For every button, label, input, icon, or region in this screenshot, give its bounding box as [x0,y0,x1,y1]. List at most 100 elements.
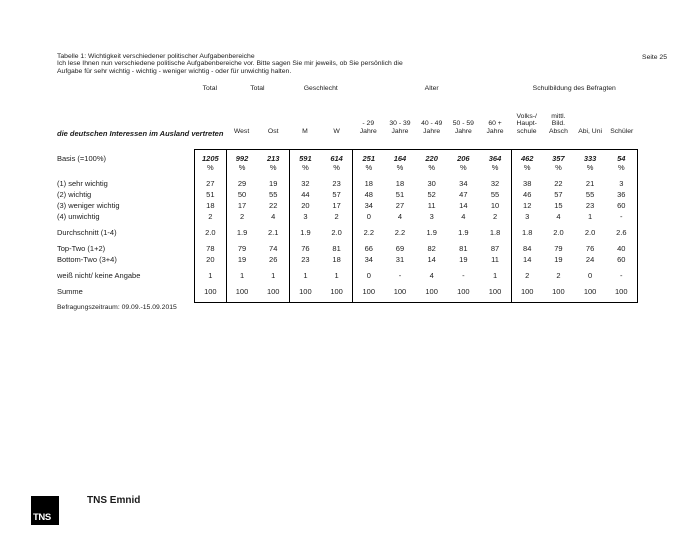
value-cell: 55 [269,190,278,199]
value-cell: 32 [490,179,500,188]
column-header: Volks-/ Haupt- schule [516,112,537,135]
value-cell: 19 [225,254,258,265]
basis-label: Basis (=100%) [57,154,106,163]
value-cell: 100 [479,281,511,303]
value-cell: 31 [395,255,405,264]
value-cell: 50 [225,189,258,200]
column-group: Alter [424,85,439,92]
value-cell: 1 [334,271,339,280]
column-group: Total [250,85,265,92]
value-cell: 22 [554,179,563,188]
basis-value: 54% [605,149,638,178]
value-cell: - [606,211,638,222]
value-cell: 84 [510,238,543,254]
value-cell: 32 [289,178,321,189]
value-cell: 2.6 [606,222,638,238]
value-cell: 51 [395,190,405,199]
row-label: weiß nicht/ keine Angabe [57,271,141,280]
table-description: Tabelle 1: Wichtigkeit verschiedener pol… [57,53,403,75]
value-cell: 69 [395,244,405,253]
basis-value: 164% [384,149,416,178]
table-title: Tabelle 1: Wichtigkeit verschiedener pol… [57,53,255,60]
value-cell: 100 [257,281,290,303]
value-cell: 2 [492,212,498,221]
results-table: Basis (=100%) 1205% 992% 213% 591% 614% 251% 16… [57,149,638,303]
value-cell: 51 [194,189,226,200]
value-cell: 1 [289,265,321,281]
basis-value: 333% [574,149,606,178]
value-cell: 100 [384,281,416,303]
value-cell: 100 [289,281,321,303]
value-cell: 23 [289,254,321,265]
value-cell: 1.8 [489,228,501,237]
value-cell: 1 [225,265,258,281]
value-cell: 14 [459,201,468,210]
value-cell: 52 [427,190,436,199]
header-row: Total Total Geschlecht Alter Schulbildung de… [57,85,638,135]
value-cell: 55 [585,190,595,199]
value-cell: 74 [269,244,278,253]
value-cell: - [606,265,638,281]
row-label: (1) sehr wichtig [57,179,108,188]
value-cell: 3 [510,211,543,222]
value-cell: 76 [289,238,321,254]
value-cell: 1 [271,271,276,280]
value-cell: 81 [332,244,341,253]
value-cell: 4 [429,271,434,280]
value-cell: 1 [194,265,226,281]
value-cell: 1 [588,212,593,221]
row-label: (3) weniger wichtig [57,201,120,210]
value-cell: 0 [588,271,593,280]
column-header: 30 - 39 Jahre [389,120,411,135]
section-title: die deutschen Interessen im Ausland vert… [57,129,224,138]
value-cell: 26 [269,255,278,264]
basis-value: 992% [225,149,258,178]
value-cell: 18 [395,179,405,188]
value-cell: 79 [225,238,258,254]
value-cell: 0 [352,211,384,222]
value-cell: 18 [352,178,384,189]
basis-value: 1205% [194,149,226,178]
value-cell: 23 [585,201,595,210]
value-cell: 100 [320,281,353,303]
value-cell: 22 [269,201,278,210]
survey-period: Befragungszeitraum: 09.09.-15.09.2015 [57,304,177,311]
value-cell: 0 [352,265,384,281]
value-cell: 82 [427,244,436,253]
page-number: Seite 25 [642,54,667,61]
value-cell: 2 [225,211,258,222]
value-cell: 66 [352,238,384,254]
value-cell: 100 [542,281,575,303]
value-cell: 2 [510,265,543,281]
value-cell: 2.0 [331,228,342,237]
value-cell: 4 [271,212,276,221]
value-cell: 38 [510,178,543,189]
value-cell: 27 [395,201,405,210]
column-header: Schüler [610,127,634,135]
column-header: - 29 Jahre [359,120,377,135]
value-cell: 19 [459,255,468,264]
value-cell: - [462,271,465,280]
value-cell: 29 [225,178,258,189]
value-cell: 57 [554,190,563,199]
value-cell: 23 [332,179,341,188]
value-cell: 78 [194,238,226,254]
value-cell: 15 [554,201,563,210]
value-cell: 36 [606,189,638,200]
value-cell: 100 [225,281,258,303]
value-cell: 2.0 [553,228,564,237]
column-header: W [333,127,340,135]
question-text-line2: Aufgabe für sehr wichtig - wichtig - wen… [57,67,292,75]
value-cell: 17 [225,200,258,211]
basis-value: 251% [352,149,385,178]
value-cell: 2.0 [584,228,596,237]
value-cell: 1.9 [225,222,258,238]
row-label: Bottom-Two (3+4) [57,255,117,264]
value-cell: 46 [510,189,543,200]
value-cell: 55 [490,190,500,199]
brand-name: TNS Emnid [87,495,141,506]
value-cell: 1.9 [458,228,469,237]
value-cell: 3 [429,212,434,221]
value-cell: 1 [492,271,498,280]
